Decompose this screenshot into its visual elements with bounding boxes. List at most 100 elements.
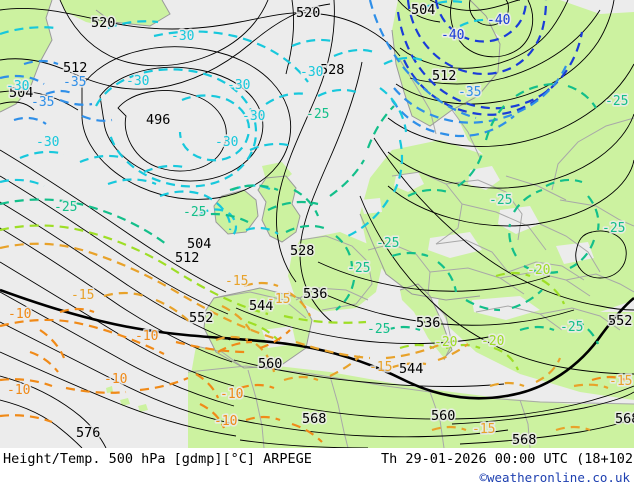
temperature-contour-label-halo: -25 <box>306 107 329 122</box>
temperature-contour-label: -35 <box>458 85 481 100</box>
temperature-contour-label-halo: -10 <box>7 383 30 398</box>
temperature-contour-label: -30 <box>36 135 59 150</box>
height-contour-label: 536 <box>303 286 327 302</box>
height-contour-label-halo: 552 <box>608 313 632 329</box>
temperature-contour-label-halo: -25 <box>489 193 512 208</box>
temperature-contour-label-halo: -10 <box>8 307 31 322</box>
height-contours <box>0 0 634 448</box>
height-contour-label: 504 <box>187 236 211 252</box>
height-contour-label: 520 <box>296 5 320 21</box>
temperature-contour-label: -35 <box>63 75 86 90</box>
height-contour-label: 528 <box>320 62 344 78</box>
height-contour-label: 560 <box>258 356 282 372</box>
temperature-contour-label-halo: -25 <box>376 236 399 251</box>
temperature-contour-label-halo: -15 <box>609 374 632 389</box>
temperature-contour-label: -20 <box>481 334 504 349</box>
political-borders <box>187 59 634 448</box>
temperature-contour-label: -15 <box>472 422 495 437</box>
temperature-contour-label-halo: -25 <box>602 221 625 236</box>
temperature-contour-label-halo: -20 <box>481 334 504 349</box>
footer-product-title: Height/Temp. 500 hPa [gdmp][°C] ARPEGE <box>3 451 312 467</box>
temperature-contour-label: -15 <box>267 292 290 307</box>
height-contour-label: 568 <box>302 411 326 427</box>
temperature-contour-label: -10 <box>214 414 237 429</box>
height-contour-label-halo: 528 <box>290 243 314 259</box>
temperature-contour-label-halo: -35 <box>31 95 54 110</box>
temperature-contour-label-halo: -30 <box>300 65 323 80</box>
temperature-contour-label-halo: -15 <box>71 288 94 303</box>
temperature-contour-label: -25 <box>54 200 77 215</box>
height-contour-label-halo: 504 <box>411 2 435 18</box>
height-contour-label-halo: 568 <box>512 432 536 448</box>
temperature-contour-label-halo: -15 <box>369 360 392 375</box>
height-contour-label-halo: 512 <box>175 250 199 266</box>
temperature-contour-label: -10 <box>104 372 127 387</box>
height-contour-label-halo: 512 <box>432 68 456 84</box>
temperature-contour-label: -30 <box>126 74 149 89</box>
temperature-contour-label: -15 <box>225 274 248 289</box>
height-contour-label-halo: 560 <box>431 408 455 424</box>
map-canvas[interactable]: 520 520 504 504 512 512 520 520 504 504 528 528 512 5… <box>0 0 634 448</box>
height-contour-label-halo: 560 <box>258 356 282 372</box>
temperature-contour-label: -40 <box>441 28 464 43</box>
height-contour-552-bold <box>0 288 634 400</box>
temperature-contour-label-halo: -30 <box>126 74 149 89</box>
temperature-contour-label: -25 <box>560 320 583 335</box>
temperature-contour-label-halo: -25 <box>367 322 390 337</box>
temperature-contour-label: -15 <box>369 360 392 375</box>
temperature-contour-label-halo: -20 <box>434 335 457 350</box>
temperature-contour-label-halo: -30 <box>171 29 194 44</box>
height-contour-label-halo: 520 <box>91 15 115 31</box>
temperature-contour-label: -30 <box>6 79 29 94</box>
temperature-contour-label: -25 <box>367 322 390 337</box>
height-contour-label-halo: 512 <box>63 60 87 76</box>
temperature-contour-label-halo: -10 <box>135 329 158 344</box>
height-contour-label-halo: 536 <box>416 315 440 331</box>
temperature-contour-label: -25 <box>347 261 370 276</box>
temperature-contour-label: -30 <box>227 78 250 93</box>
height-contour-label: 552 <box>189 310 213 326</box>
temperature-contour-label: -25 <box>489 193 512 208</box>
temperature-contour-label-halo: -25 <box>605 94 628 109</box>
temperature-contour-label-halo: -25 <box>560 320 583 335</box>
temperature-contour-label: -10 <box>135 329 158 344</box>
height-contour-label: 536 <box>416 315 440 331</box>
height-contour-label: 568 <box>615 411 634 427</box>
temperature-contour-label-halo: -15 <box>267 292 290 307</box>
height-contour-label-halo: 576 <box>76 425 100 441</box>
temperature-contour-label: -20 <box>527 263 550 278</box>
temperature-contour-label: -10 <box>8 307 31 322</box>
temperature-contour-label: -40 <box>487 13 510 28</box>
temperature-contour-label-halo: -35 <box>63 75 86 90</box>
height-contour-label-halo: 528 <box>320 62 344 78</box>
temperature-contour-label-halo: -30 <box>36 135 59 150</box>
height-contour-label-halo: 544 <box>399 361 423 377</box>
height-contour-label: 568 <box>512 432 536 448</box>
temperature-contour-label-halo: -10 <box>104 372 127 387</box>
height-contour-label: 504 <box>411 2 435 18</box>
temperature-contour-label: -20 <box>434 335 457 350</box>
temperature-contour-label-halo: -15 <box>472 422 495 437</box>
footer-valid-datetime: Th 29-01-2026 00:00 UTC (18+102) <box>381 451 634 467</box>
temperature-contour-label: -15 <box>71 288 94 303</box>
temperature-contour-label-halo: -40 <box>441 28 464 43</box>
temperature-contour-label: -30 <box>300 65 323 80</box>
temperature-contour-label: -25 <box>605 94 628 109</box>
temperature-contour-label-halo: -25 <box>54 200 77 215</box>
temperature-contour-label: -25 <box>376 236 399 251</box>
height-contour-label: 560 <box>431 408 455 424</box>
temperature-contour-label: -15 <box>609 374 632 389</box>
height-contour-label-halo: 504 <box>187 236 211 252</box>
height-contour-label-halo: 536 <box>303 286 327 302</box>
temperature-contour-label-halo: -30 <box>6 79 29 94</box>
map-footer: Height/Temp. 500 hPa [gdmp][°C] ARPEGE T… <box>0 448 634 490</box>
height-contour-label: 544 <box>399 361 423 377</box>
height-contour-label: 576 <box>76 425 100 441</box>
height-contour-label: 496 <box>146 112 170 128</box>
temperature-contour-label: -25 <box>183 205 206 220</box>
height-contour-label: 552 <box>608 313 632 329</box>
height-contour-label: 512 <box>432 68 456 84</box>
temperature-contour-label-halo: -15 <box>225 274 248 289</box>
